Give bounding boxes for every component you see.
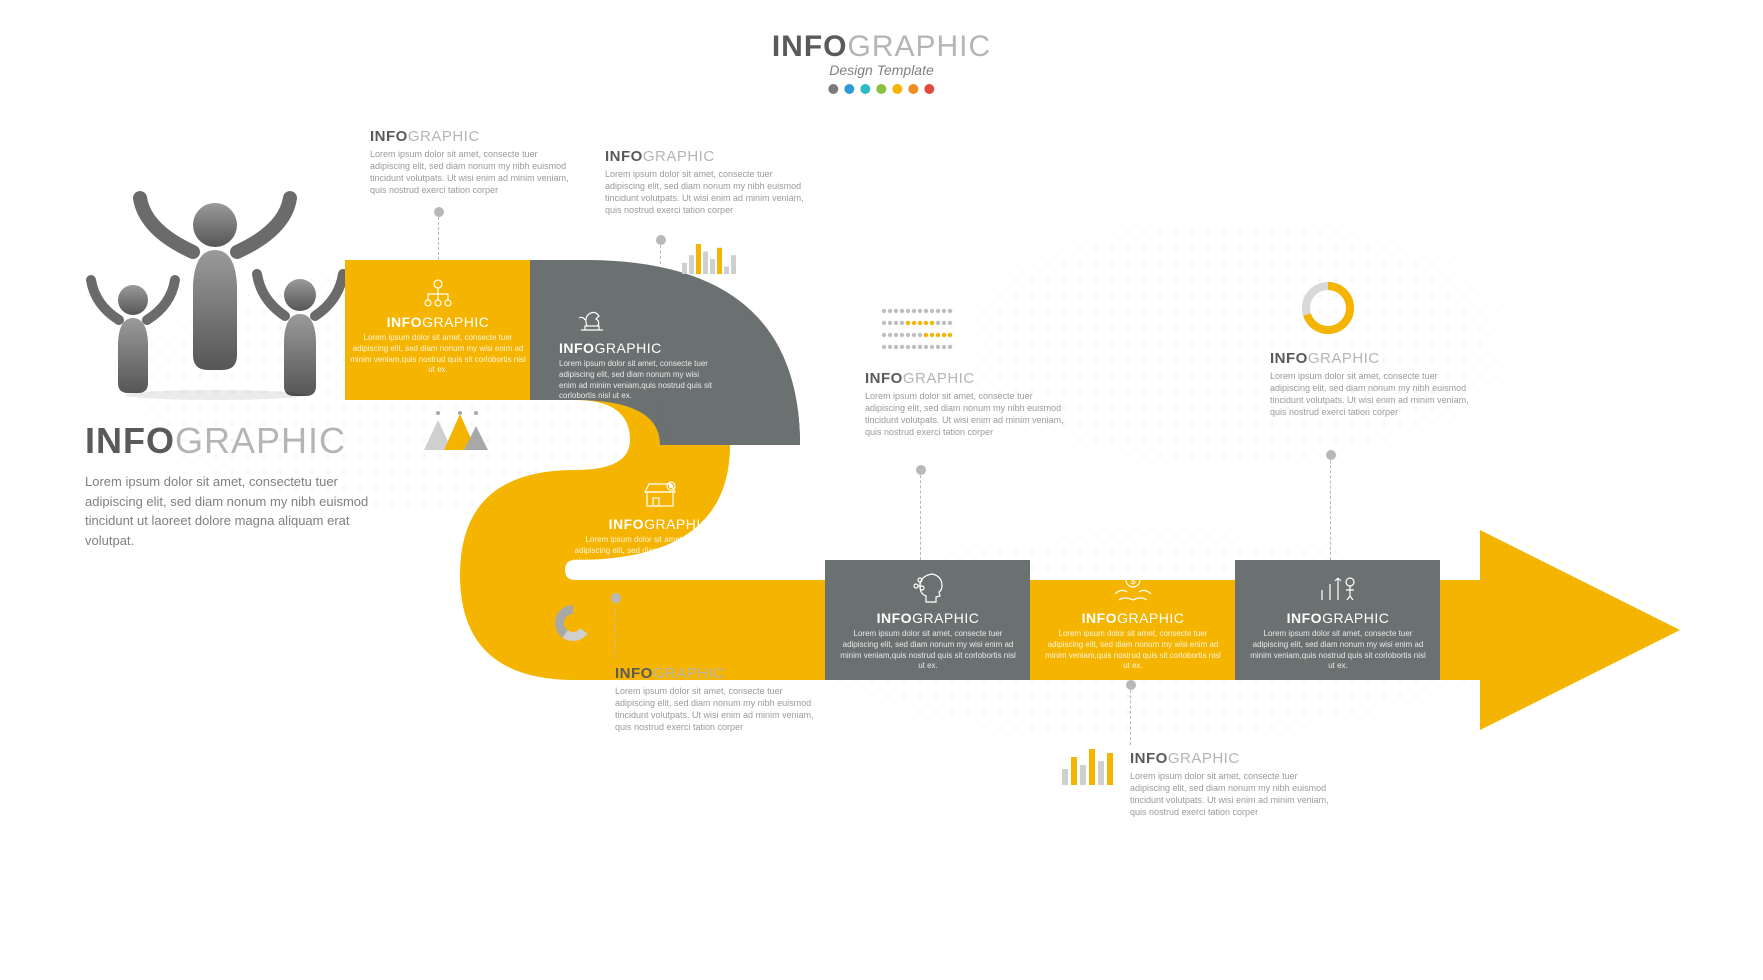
seg3-callout: INFOGRAPHIC Lorem ipsum dolor sit amet, …	[615, 665, 815, 734]
seg5-callout: INFOGRAPHIC Lorem ipsum dolor sit amet, …	[1130, 750, 1330, 819]
seg2-callout: INFOGRAPHIC Lorem ipsum dolor sit amet, …	[605, 148, 805, 217]
head-tree-icon	[908, 570, 948, 604]
seg4-callout: INFOGRAPHIC Lorem ipsum dolor sit amet, …	[865, 370, 1065, 439]
chess-icon	[575, 300, 609, 334]
seg5-title: INFOGRAPHIC	[1043, 610, 1223, 626]
header-subtitle: Design Template	[772, 62, 991, 78]
seg5-on-ribbon: $ INFOGRAPHIC Lorem ipsum dolor sit amet…	[1043, 570, 1223, 672]
seg6-body: Lorem ipsum dolor sit amet, consecte tue…	[1248, 629, 1428, 672]
seg6-title: INFOGRAPHIC	[1248, 610, 1428, 626]
growth-person-icon	[1316, 570, 1360, 604]
seg3-on-ribbon: INFOGRAPHIC Lorem ipsum dolor sit amet, …	[570, 478, 750, 578]
seg1-body: Lorem ipsum dolor sit amet, consecte tue…	[348, 333, 528, 376]
header: INFOGRAPHIC Design Template	[772, 30, 991, 94]
ring-chart-icon	[1300, 280, 1356, 336]
seg2-title: INFOGRAPHIC	[559, 340, 715, 356]
seg5-leader	[1130, 685, 1132, 745]
hands-money-icon: $	[1111, 570, 1155, 604]
seg4-leader	[920, 470, 922, 560]
seg1-title: INFOGRAPHIC	[348, 314, 528, 330]
seg4-body: Lorem ipsum dolor sit amet, consecte tue…	[838, 629, 1018, 672]
seg4-title: INFOGRAPHIC	[838, 610, 1018, 626]
store-icon	[641, 478, 679, 510]
hero-title-light: GRAPHIC	[175, 420, 346, 461]
seg6-on-ribbon: INFOGRAPHIC Lorem ipsum dolor sit amet, …	[1248, 570, 1428, 672]
seg2-leader	[660, 240, 662, 264]
seg1-callout: INFOGRAPHIC Lorem ipsum dolor sit amet, …	[370, 128, 570, 197]
seg1-leader	[438, 212, 440, 260]
header-dots	[772, 84, 991, 94]
org-chart-icon	[420, 278, 456, 308]
hero-block: INFOGRAPHIC Lorem ipsum dolor sit amet, …	[85, 420, 385, 550]
header-title-bold: INFO	[772, 30, 848, 63]
hero-title-bold: INFO	[85, 420, 175, 461]
header-title: INFOGRAPHIC	[772, 30, 991, 64]
seg3-body: Lorem ipsum dolor sit amet, consecte tue…	[570, 535, 750, 578]
column-chart-icon	[1060, 745, 1120, 785]
hero-body: Lorem ipsum dolor sit amet, consectetu t…	[85, 472, 385, 550]
hero-title: INFOGRAPHIC	[85, 420, 385, 462]
seg3-leader	[615, 598, 617, 658]
svg-text:$: $	[1130, 576, 1135, 586]
seg2-body: Lorem ipsum dolor sit amet, consecte tue…	[559, 359, 715, 402]
seg5-body: Lorem ipsum dolor sit amet, consecte tue…	[1043, 629, 1223, 672]
seg2-on-ribbon: INFOGRAPHIC Lorem ipsum dolor sit amet, …	[555, 300, 715, 402]
seg6-leader	[1330, 455, 1332, 560]
seg1-on-ribbon: INFOGRAPHIC Lorem ipsum dolor sit amet, …	[348, 278, 528, 376]
seg4-on-ribbon: INFOGRAPHIC Lorem ipsum dolor sit amet, …	[838, 570, 1018, 672]
bar-chart-icon	[680, 240, 740, 274]
seg3-title: INFOGRAPHIC	[570, 516, 750, 532]
header-title-light: GRAPHIC	[847, 30, 991, 63]
abacus-icon	[880, 305, 960, 355]
mountains-icon	[420, 410, 490, 454]
donut-icon	[550, 600, 596, 646]
people-icon	[85, 190, 345, 400]
seg6-callout: INFOGRAPHIC Lorem ipsum dolor sit amet, …	[1270, 350, 1470, 419]
